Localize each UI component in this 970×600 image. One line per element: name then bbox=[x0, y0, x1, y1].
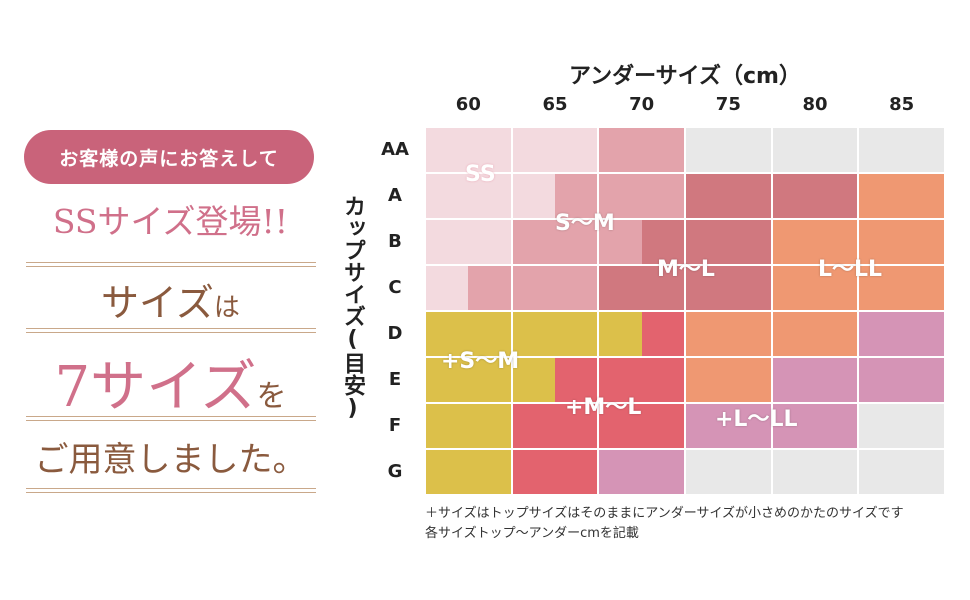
row-label: D bbox=[387, 323, 403, 344]
size-label-plus-s-m: +S～M bbox=[441, 349, 520, 374]
size-label-l-ll: L～LL bbox=[818, 257, 883, 282]
headline-line2: 7サイズを bbox=[54, 355, 287, 420]
size-cell-empty bbox=[771, 127, 859, 173]
size-cell-l-ll bbox=[858, 219, 945, 265]
size-cell-empty bbox=[858, 449, 945, 495]
size-cell-s-m bbox=[598, 219, 642, 265]
size-cell-l-ll bbox=[685, 357, 772, 403]
size-cell-plus-m-l bbox=[511, 403, 599, 449]
size-cell-plus-l-ll bbox=[858, 357, 945, 403]
size-cell-s-m bbox=[511, 219, 599, 265]
headline-line3: ご用意しました。 bbox=[34, 440, 307, 480]
size-cell-empty bbox=[771, 449, 859, 495]
size-cell-plus-l-ll bbox=[771, 357, 859, 403]
size-label-m-l: M～L bbox=[657, 257, 715, 282]
size-cell-plus-s-m bbox=[598, 311, 642, 357]
divider-middle-bottom bbox=[26, 416, 316, 421]
size-cell-m-l bbox=[641, 219, 685, 265]
size-cell-plus-l-ll bbox=[858, 311, 945, 357]
column-label: 80 bbox=[802, 94, 828, 115]
column-label: 60 bbox=[455, 94, 481, 115]
size-cell-ss bbox=[425, 265, 469, 311]
row-label: A bbox=[388, 185, 402, 206]
size-label-ss: SS bbox=[465, 162, 496, 187]
ss-size-announcement: SSサイズ登場!! bbox=[52, 202, 289, 241]
size-cell-plus-l-ll bbox=[771, 403, 859, 449]
size-cell-plus-m-l bbox=[641, 311, 685, 357]
divider-middle-top bbox=[26, 328, 316, 333]
size-chart-grid: SS S～M M～L L～LL +S～M +M～L +L～LL bbox=[425, 127, 945, 495]
divider-top bbox=[26, 262, 316, 267]
size-cell-m-l bbox=[598, 265, 685, 311]
column-label: 65 bbox=[542, 94, 568, 115]
size-cell-ss bbox=[511, 173, 555, 219]
x-axis-title: アンダーサイズ（cm） bbox=[569, 64, 801, 89]
size-cell-plus-s-m bbox=[425, 357, 512, 403]
row-label: G bbox=[387, 461, 403, 482]
size-label-s-m: S～M bbox=[555, 211, 615, 236]
row-label: E bbox=[388, 369, 402, 390]
column-label: 75 bbox=[715, 94, 741, 115]
headline-line1: サイズは bbox=[101, 281, 240, 325]
size-cell-s-m bbox=[555, 173, 599, 219]
size-cell-plus-m-l bbox=[555, 357, 599, 403]
size-cell-ss bbox=[425, 219, 512, 265]
size-cell-s-m bbox=[598, 173, 685, 219]
row-label: C bbox=[388, 277, 402, 298]
size-cell-plus-l-ll bbox=[685, 403, 772, 449]
size-cell-l-ll bbox=[771, 311, 859, 357]
size-cell-empty bbox=[858, 127, 945, 173]
row-label: AA bbox=[381, 139, 409, 160]
size-cell-l-ll bbox=[771, 219, 859, 265]
size-cell-l-ll bbox=[771, 265, 859, 311]
size-cell-s-m bbox=[598, 127, 685, 173]
size-cell-plus-s-m bbox=[511, 311, 599, 357]
size-cell-plus-s-m bbox=[511, 357, 555, 403]
size-cell-plus-s-m bbox=[425, 449, 512, 495]
size-cell-s-m bbox=[468, 265, 512, 311]
size-cell-plus-s-m bbox=[425, 403, 512, 449]
size-cell-plus-m-l bbox=[598, 357, 685, 403]
size-cell-l-ll bbox=[858, 265, 945, 311]
size-cell-m-l bbox=[771, 173, 859, 219]
size-cell-plus-m-l bbox=[598, 403, 685, 449]
promo-badge: お客様の声にお答えして bbox=[24, 130, 314, 184]
size-cell-ss bbox=[425, 127, 512, 173]
column-label: 85 bbox=[889, 94, 915, 115]
size-cell-l-ll bbox=[685, 311, 772, 357]
size-cell-m-l bbox=[685, 265, 772, 311]
row-label: F bbox=[388, 415, 402, 436]
size-cell-m-l bbox=[685, 219, 772, 265]
size-cell-ss bbox=[511, 127, 599, 173]
size-cell-plus-s-m bbox=[425, 311, 512, 357]
note-measurement: 各サイズトップ～アンダーcmを記載 bbox=[425, 526, 639, 541]
size-cell-l-ll bbox=[858, 173, 945, 219]
divider-bottom bbox=[26, 488, 316, 493]
note-plus-size: ＋サイズはトップサイズはそのままにアンダーサイズが小さめのかたのサイズです bbox=[425, 506, 904, 521]
y-axis-title: カップサイズ(目安) bbox=[340, 195, 365, 421]
size-cell-plus-l-ll bbox=[598, 449, 685, 495]
column-label: 70 bbox=[629, 94, 655, 115]
size-cell-plus-m-l bbox=[511, 449, 599, 495]
size-cell-empty bbox=[685, 127, 772, 173]
size-cell-m-l bbox=[685, 173, 772, 219]
size-label-plus-m-l: +M～L bbox=[565, 395, 642, 420]
size-cell-s-m bbox=[511, 265, 599, 311]
size-cell-ss bbox=[425, 173, 512, 219]
size-cell-empty bbox=[685, 449, 772, 495]
row-label: B bbox=[388, 231, 402, 252]
size-label-plus-l-ll: +L～LL bbox=[715, 407, 798, 432]
size-cell-empty bbox=[858, 403, 945, 449]
